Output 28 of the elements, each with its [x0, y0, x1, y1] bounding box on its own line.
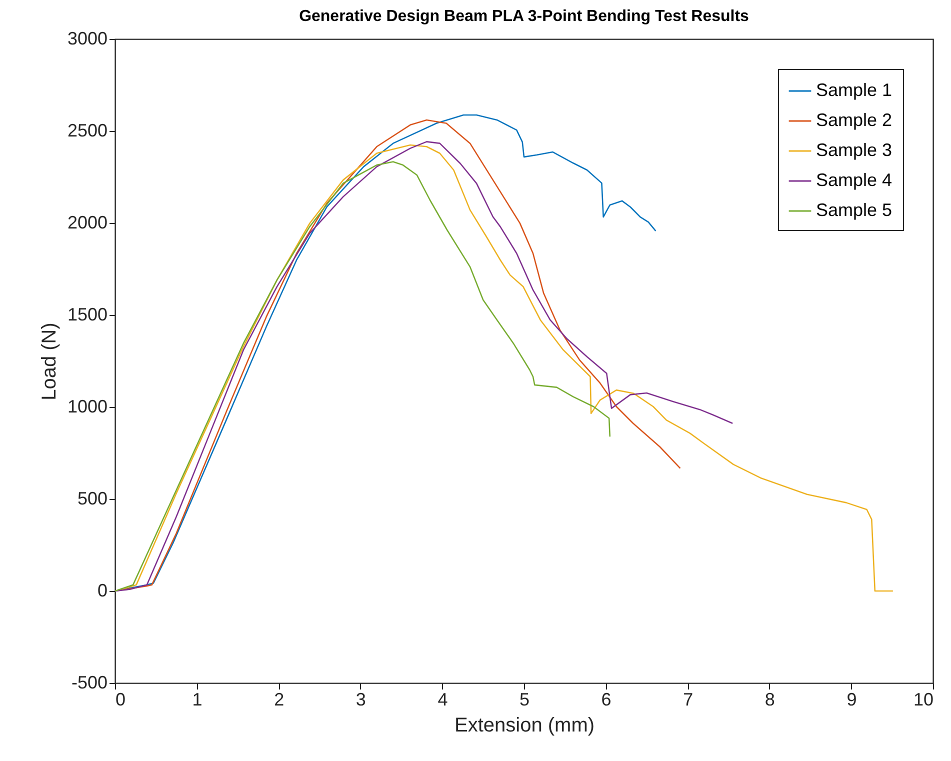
x-axis-title: Extension (mm)	[454, 714, 595, 736]
x-tick-label: 8	[764, 690, 775, 710]
y-tick-label: -500	[71, 672, 108, 692]
x-tick-label: 10	[913, 690, 934, 710]
x-tick-label: 4	[438, 690, 448, 710]
x-tick-label: 6	[601, 690, 612, 710]
y-tick-label: 2500	[67, 120, 108, 140]
y-tick-label: 2000	[67, 212, 108, 232]
y-tick-label: 1000	[67, 396, 108, 416]
y-tick-label: 500	[77, 488, 108, 508]
x-tick-label: 3	[356, 690, 366, 710]
x-tick-label: 7	[683, 690, 694, 710]
x-tick-label: 9	[846, 690, 857, 710]
legend-label: Sample 5	[816, 200, 892, 220]
legend-label: Sample 1	[816, 80, 892, 100]
y-tick-label: 1500	[67, 304, 108, 324]
x-tick-label: 2	[274, 690, 284, 710]
x-tick-label: 0	[116, 690, 126, 710]
legend-label: Sample 4	[816, 170, 892, 190]
chart-title: Generative Design Beam PLA 3-Point Bending Test Results	[299, 8, 750, 25]
legend-label: Sample 3	[816, 140, 892, 160]
x-tick-label: 1	[192, 690, 202, 710]
y-tick-label: 0	[97, 580, 108, 600]
y-tick-label: 3000	[67, 28, 108, 48]
y-axis-title: Load (N)	[38, 322, 60, 400]
x-tick-label: 5	[519, 690, 530, 710]
legend-label: Sample 2	[816, 110, 892, 130]
line-series	[115, 161, 611, 592]
